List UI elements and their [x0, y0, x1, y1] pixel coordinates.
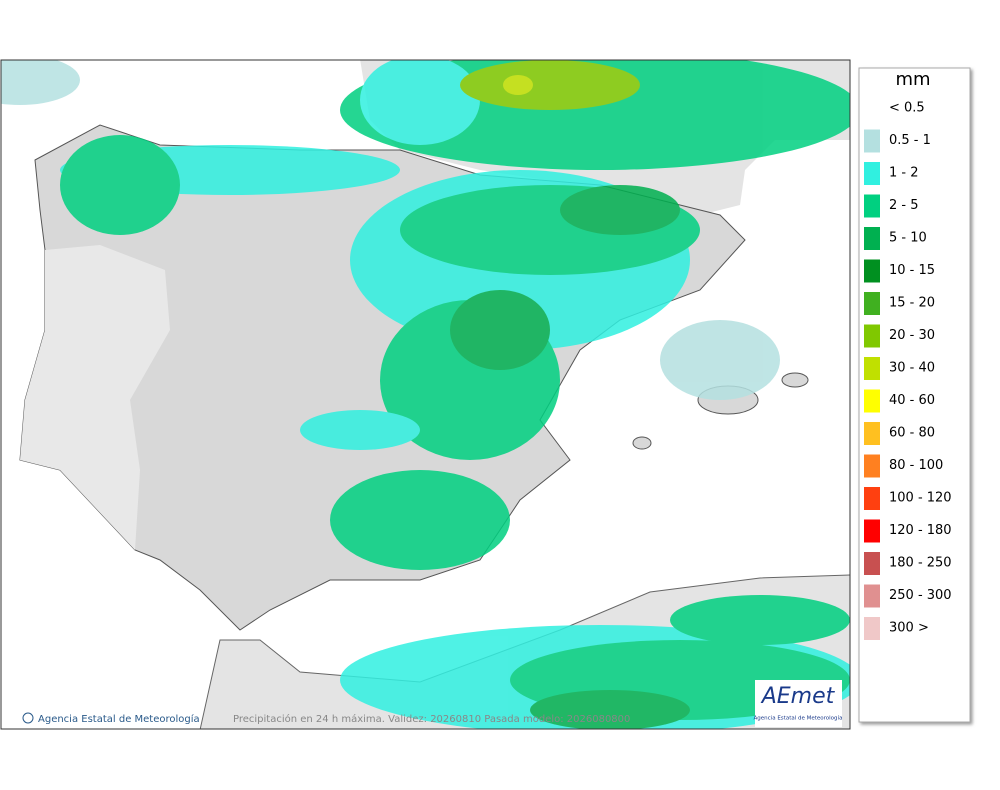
legend-swatch — [864, 519, 880, 543]
legend-label: 250 - 300 — [889, 588, 952, 603]
caption: Precipitación en 24 h máxima. Validez: 2… — [233, 713, 630, 725]
legend-swatch — [864, 324, 880, 348]
legend-label: 80 - 100 — [889, 458, 943, 473]
legend-swatch — [864, 454, 880, 478]
legend-swatch — [864, 617, 880, 640]
legend-swatch — [864, 422, 880, 445]
legend-swatch — [864, 389, 880, 413]
legend-swatch — [864, 584, 880, 608]
legend-swatch — [864, 259, 880, 283]
legend-label: 15 - 20 — [889, 296, 935, 311]
legend-label: 5 - 10 — [889, 231, 927, 246]
legend-label: 60 - 80 — [889, 426, 935, 441]
map — [1, 60, 850, 729]
logo-name: AEmet — [760, 684, 836, 709]
legend-label: 300 > — [889, 621, 929, 636]
legend-swatch — [864, 227, 880, 250]
legend-label: 120 - 180 — [889, 523, 952, 538]
legend-swatch — [864, 487, 880, 510]
legend-swatch — [864, 129, 880, 153]
legend-label: 180 - 250 — [889, 556, 952, 571]
logo-subtitle: Agencia Estatal de Meteorología — [754, 715, 843, 722]
portugal — [20, 245, 170, 550]
legend-swatch — [864, 552, 880, 575]
legend-label: 100 - 120 — [889, 491, 952, 506]
legend-label: 20 - 30 — [889, 328, 935, 343]
precipitation — [1, 60, 850, 729]
legend-swatch — [864, 292, 880, 315]
legend-label: 30 - 40 — [889, 361, 935, 376]
copyright-icon — [22, 712, 34, 724]
legend-swatch — [864, 194, 880, 218]
legend-swatch — [864, 357, 880, 380]
map-frame — [0, 59, 851, 730]
legend: mm < 0.5 0.5 - 1 1 - 2 2 - 5 5 - 10 10 - 15 15… — [858, 67, 971, 723]
logo-box — [755, 680, 842, 727]
legend-label: 2 - 5 — [889, 198, 919, 213]
legend-label: 0.5 - 1 — [889, 133, 931, 148]
credit: Agencia Estatal de Meteorología — [38, 713, 200, 725]
legend-label: 1 - 2 — [889, 166, 919, 181]
legend-label: 10 - 15 — [889, 263, 935, 278]
legend-title: mm — [895, 69, 930, 90]
legend-label: < 0.5 — [889, 101, 925, 116]
legend-label: 40 - 60 — [889, 393, 935, 408]
legend-swatch — [864, 162, 880, 185]
